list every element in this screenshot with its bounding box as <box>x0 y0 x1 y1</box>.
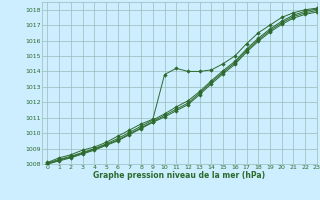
X-axis label: Graphe pression niveau de la mer (hPa): Graphe pression niveau de la mer (hPa) <box>93 171 265 180</box>
